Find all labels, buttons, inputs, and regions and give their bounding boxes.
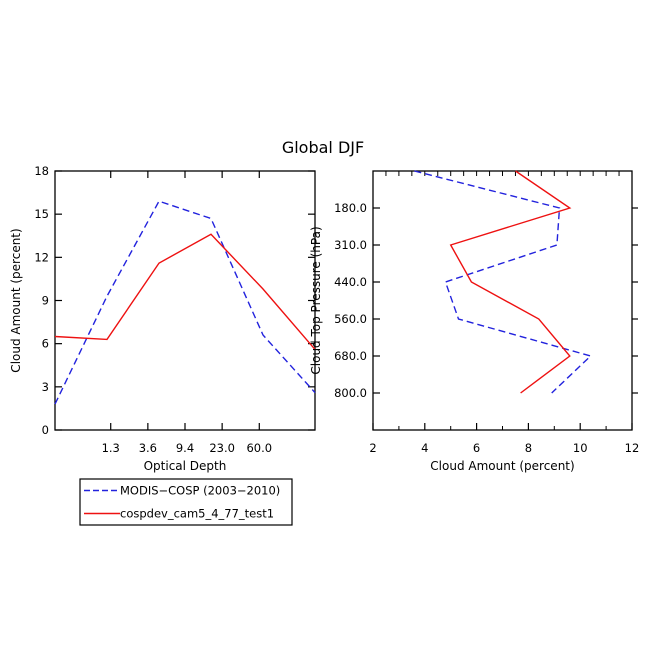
legend-label: MODIS−COSP (2003−2010)	[120, 484, 280, 498]
y-tick-label: 180.0	[334, 201, 367, 215]
y-tick-label: 310.0	[334, 238, 367, 252]
y-tick-label: 6	[42, 337, 49, 351]
y-tick-label: 18	[34, 164, 49, 178]
x-tick-label: 1.3	[102, 441, 120, 455]
modis-cosp-series-line	[54, 200, 316, 405]
y-axis-label: Cloud Amount (percent)	[9, 228, 23, 372]
x-tick-label: 23.0	[209, 441, 235, 455]
x-tick-label: 12	[625, 441, 640, 455]
x-tick-label: 8	[525, 441, 532, 455]
legend-box	[79, 478, 293, 526]
plot-frame	[372, 170, 633, 431]
y-tick-label: 440.0	[334, 275, 367, 289]
y-tick-label: 3	[42, 380, 49, 394]
x-tick-label: 2	[369, 441, 376, 455]
x-axis-label: Optical Depth	[144, 459, 227, 473]
y-tick-label: 15	[34, 207, 49, 221]
optical-depth-plot: 0 3 6 9 12 15 18 1.3 3.6 9.4 23.0 60.0 Optical Depth…	[9, 164, 316, 473]
y-tick-label: 0	[42, 423, 49, 437]
x-tick-label: 6	[473, 441, 480, 455]
y-tick-label: 800.0	[334, 386, 367, 400]
y-tick-label: 9	[42, 294, 49, 308]
modis-cosp-series-line	[414, 170, 592, 394]
x-tick-label: 60.0	[246, 441, 272, 455]
x-tick-label: 3.6	[139, 441, 157, 455]
y-axis-label: Cloud Top Pressure (hPa)	[309, 226, 323, 374]
y-tick-label: 12	[34, 250, 49, 264]
x-tick-label: 9.4	[176, 441, 194, 455]
x-axis-label: Cloud Amount (percent)	[430, 459, 574, 473]
y-tick-label: 680.0	[334, 349, 367, 363]
legend-label: cospdev_cam5_4_77_test1	[120, 507, 274, 521]
y-tick-label: 560.0	[334, 312, 367, 326]
x-tick-label: 10	[573, 441, 588, 455]
legend: MODIS−COSP (2003−2010) cospdev_cam5_4_77_…	[79, 478, 293, 526]
pressure-plot: 2 4 6 8 10 12 180.0 310.0 440.0 560.0 680.0 800.0 Cl…	[309, 170, 640, 473]
x-tick-label: 4	[421, 441, 428, 455]
chart-title: Global DJF	[282, 138, 364, 157]
cospdev-series-line	[449, 170, 572, 394]
cospdev-series-line	[54, 233, 316, 350]
